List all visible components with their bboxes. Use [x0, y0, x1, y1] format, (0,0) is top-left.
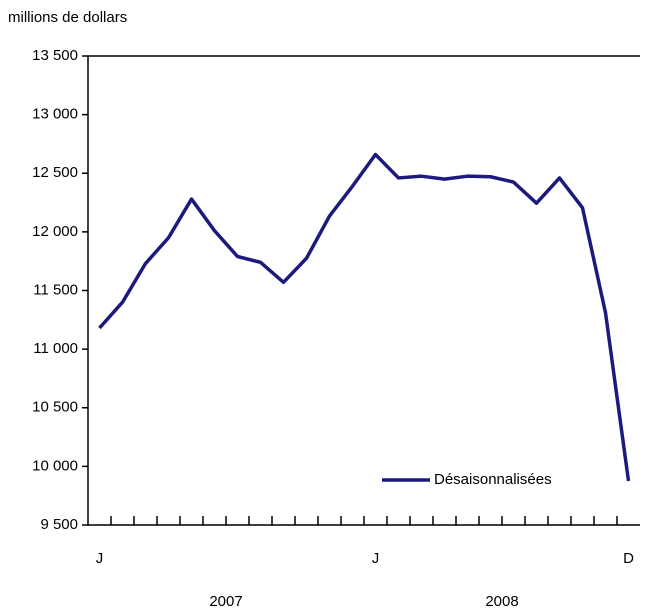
x-tick-label: J: [96, 550, 104, 567]
y-tick-label: 13 500: [32, 47, 78, 64]
y-tick-label: 11 500: [33, 281, 78, 298]
y-tick-label: 13 000: [32, 106, 78, 123]
year-label: 2007: [209, 593, 242, 610]
y-tick-label: 11 000: [33, 340, 78, 357]
y-axis-label: millions de dollars: [8, 9, 127, 26]
data-line: [98, 152, 631, 482]
year-label: 2008: [485, 593, 518, 610]
legend-label: Désaisonnalisées: [434, 471, 552, 488]
x-tick-label: D: [623, 550, 634, 567]
y-tick-label: 10 500: [32, 399, 78, 416]
x-tick-label: J: [372, 550, 380, 567]
y-tick-label: 12 500: [32, 164, 78, 181]
y-tick-label: 10 000: [32, 457, 78, 474]
y-tick-label: 12 000: [32, 223, 78, 240]
y-tick-label: 9 500: [40, 516, 78, 533]
